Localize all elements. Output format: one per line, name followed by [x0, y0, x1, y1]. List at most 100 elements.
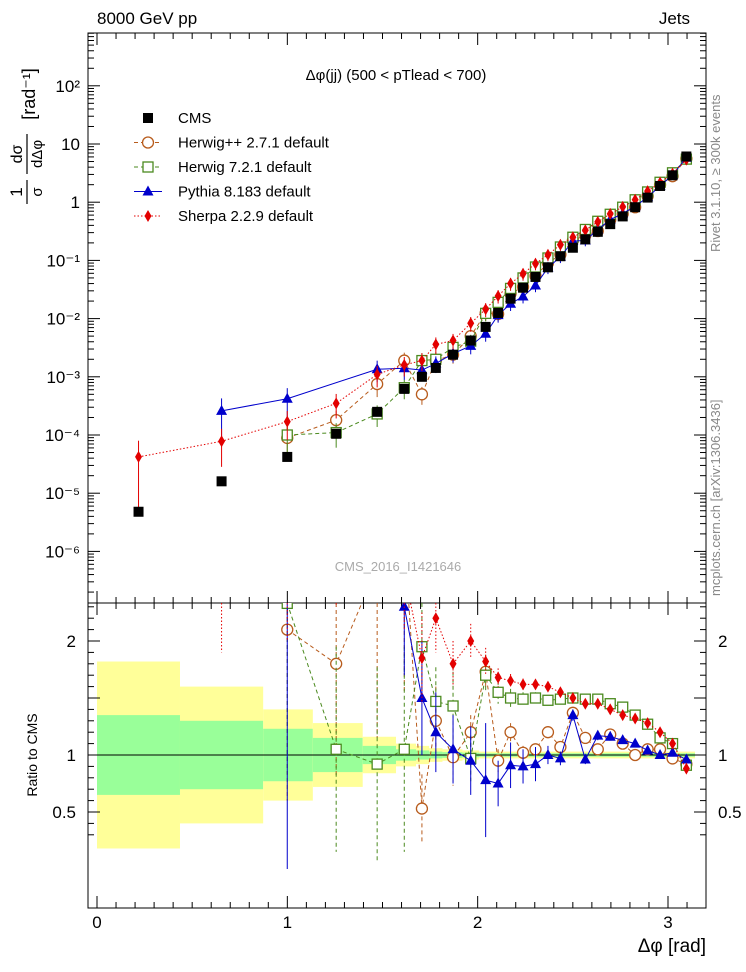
- ratio-point: [398, 603, 410, 611]
- legend: CMS Herwig++ 2.7.1 default Herwig 7.2.1 de…: [134, 110, 330, 225]
- ratio-point: [680, 753, 692, 764]
- data-point: [544, 248, 552, 261]
- y-tick-label: 1: [71, 193, 80, 212]
- data-point: [556, 238, 564, 251]
- ratio-point: [218, 304, 225, 316]
- ratio-point: [529, 758, 541, 769]
- legend-entry: Sherpa 2.2.9 default: [134, 208, 314, 225]
- svg-text:dσ: dσ: [9, 144, 26, 163]
- data-point: [493, 307, 504, 318]
- ratio-point: [682, 762, 690, 775]
- legend-label: Herwig 7.2.1 default: [178, 159, 312, 176]
- ratio-point: [617, 734, 629, 745]
- data-point: [530, 271, 541, 282]
- data-point: [467, 317, 475, 330]
- ratio-point: [371, 758, 383, 770]
- ratio-point: [544, 680, 552, 693]
- data-point: [218, 435, 226, 448]
- data-point: [448, 349, 459, 360]
- legend-label: Sherpa 2.2.9 default: [178, 208, 314, 225]
- y-tick-label: 10: [61, 135, 80, 154]
- side-label-site: mcplots.cern.ch [arXiv:1306.3436]: [708, 399, 723, 596]
- series-sherpa: [135, 153, 690, 516]
- data-point: [415, 388, 429, 401]
- data-point: [642, 192, 653, 203]
- ratio-point: [569, 692, 577, 704]
- y-tick-label: 10⁻⁵: [45, 484, 80, 503]
- ratio-point: [504, 726, 517, 739]
- ratio-point: [480, 774, 492, 785]
- ratio-tick-label-left: 0.5: [52, 803, 76, 822]
- data-point: [494, 289, 502, 302]
- data-point: [465, 335, 476, 346]
- data-point: [283, 415, 291, 428]
- watermark: CMS_2016_I1421646: [335, 559, 462, 574]
- ratio-point: [507, 674, 515, 687]
- ratio-point: [399, 527, 410, 538]
- ratio-point: [579, 731, 592, 745]
- ratio-point: [465, 754, 477, 765]
- y-tick-label: 10⁻³: [46, 368, 80, 387]
- ratio-tick-label-right: 0.5: [718, 803, 742, 822]
- ratio-point: [594, 697, 602, 710]
- data-point: [555, 251, 566, 262]
- ratio-point: [517, 760, 529, 771]
- ratio-point: [656, 726, 664, 739]
- ratio-point: [398, 743, 410, 755]
- data-point: [606, 207, 614, 220]
- ratio-point: [482, 655, 490, 668]
- ratio-point: [606, 703, 614, 716]
- legend-label: CMS: [178, 110, 211, 127]
- data-point: [482, 303, 490, 316]
- data-point: [542, 262, 553, 273]
- legend-entry: Pythia 8.183 default: [134, 184, 311, 201]
- ratio-point: [492, 686, 504, 698]
- legend-marker: [143, 113, 153, 123]
- ratio-point: [654, 749, 666, 759]
- legend-entry: CMS: [143, 110, 211, 127]
- data-point: [569, 231, 577, 244]
- ratio-point: [567, 709, 579, 720]
- y-tick-label: 10⁻²: [46, 310, 80, 329]
- data-point: [581, 224, 589, 237]
- ratio-tick-label-right: 1: [718, 746, 727, 765]
- ratio-point: [542, 749, 554, 759]
- ratio-tick-label-left: 2: [67, 632, 76, 651]
- data-point: [580, 234, 591, 245]
- series-cms: [133, 151, 692, 517]
- ratio-point: [542, 694, 554, 706]
- svg-text:1: 1: [7, 187, 26, 196]
- data-point: [630, 202, 641, 213]
- ratio-point: [330, 743, 342, 755]
- x-tick-label: 3: [663, 913, 672, 932]
- data-point: [416, 371, 427, 382]
- legend-marker: [144, 210, 152, 222]
- ratio-point: [531, 678, 539, 691]
- ratio-point: [430, 726, 442, 737]
- legend-marker: [141, 136, 155, 149]
- legend-label: Pythia 8.183 default: [178, 184, 311, 201]
- data-point: [135, 450, 143, 463]
- y-axis-label: 1 σ dσ dΔφ [rad⁻¹]: [7, 68, 46, 204]
- ratio-point: [556, 686, 564, 699]
- x-axis-label: Δφ [rad]: [638, 936, 706, 957]
- ratio-point: [372, 247, 383, 257]
- ratio-point: [333, 487, 340, 499]
- ratio-point: [554, 752, 566, 763]
- legend-entry: Herwig 7.2.1 default: [134, 159, 312, 176]
- data-point: [505, 293, 516, 304]
- data-point: [531, 257, 539, 270]
- ratio-point: [591, 743, 604, 756]
- ratio-point: [667, 746, 679, 757]
- svg-text:[rad⁻¹]: [rad⁻¹]: [19, 68, 39, 120]
- ratio-point: [644, 717, 652, 730]
- ratio-point: [447, 700, 459, 712]
- series-herwig: [281, 153, 693, 454]
- data-point: [519, 267, 527, 280]
- side-label-rivet: Rivet 3.1.10, ≥ 300k events: [708, 94, 723, 252]
- ratio-point: [517, 693, 529, 705]
- ratio-point: [519, 678, 527, 691]
- data-point: [372, 406, 383, 417]
- ratio-point: [504, 692, 517, 704]
